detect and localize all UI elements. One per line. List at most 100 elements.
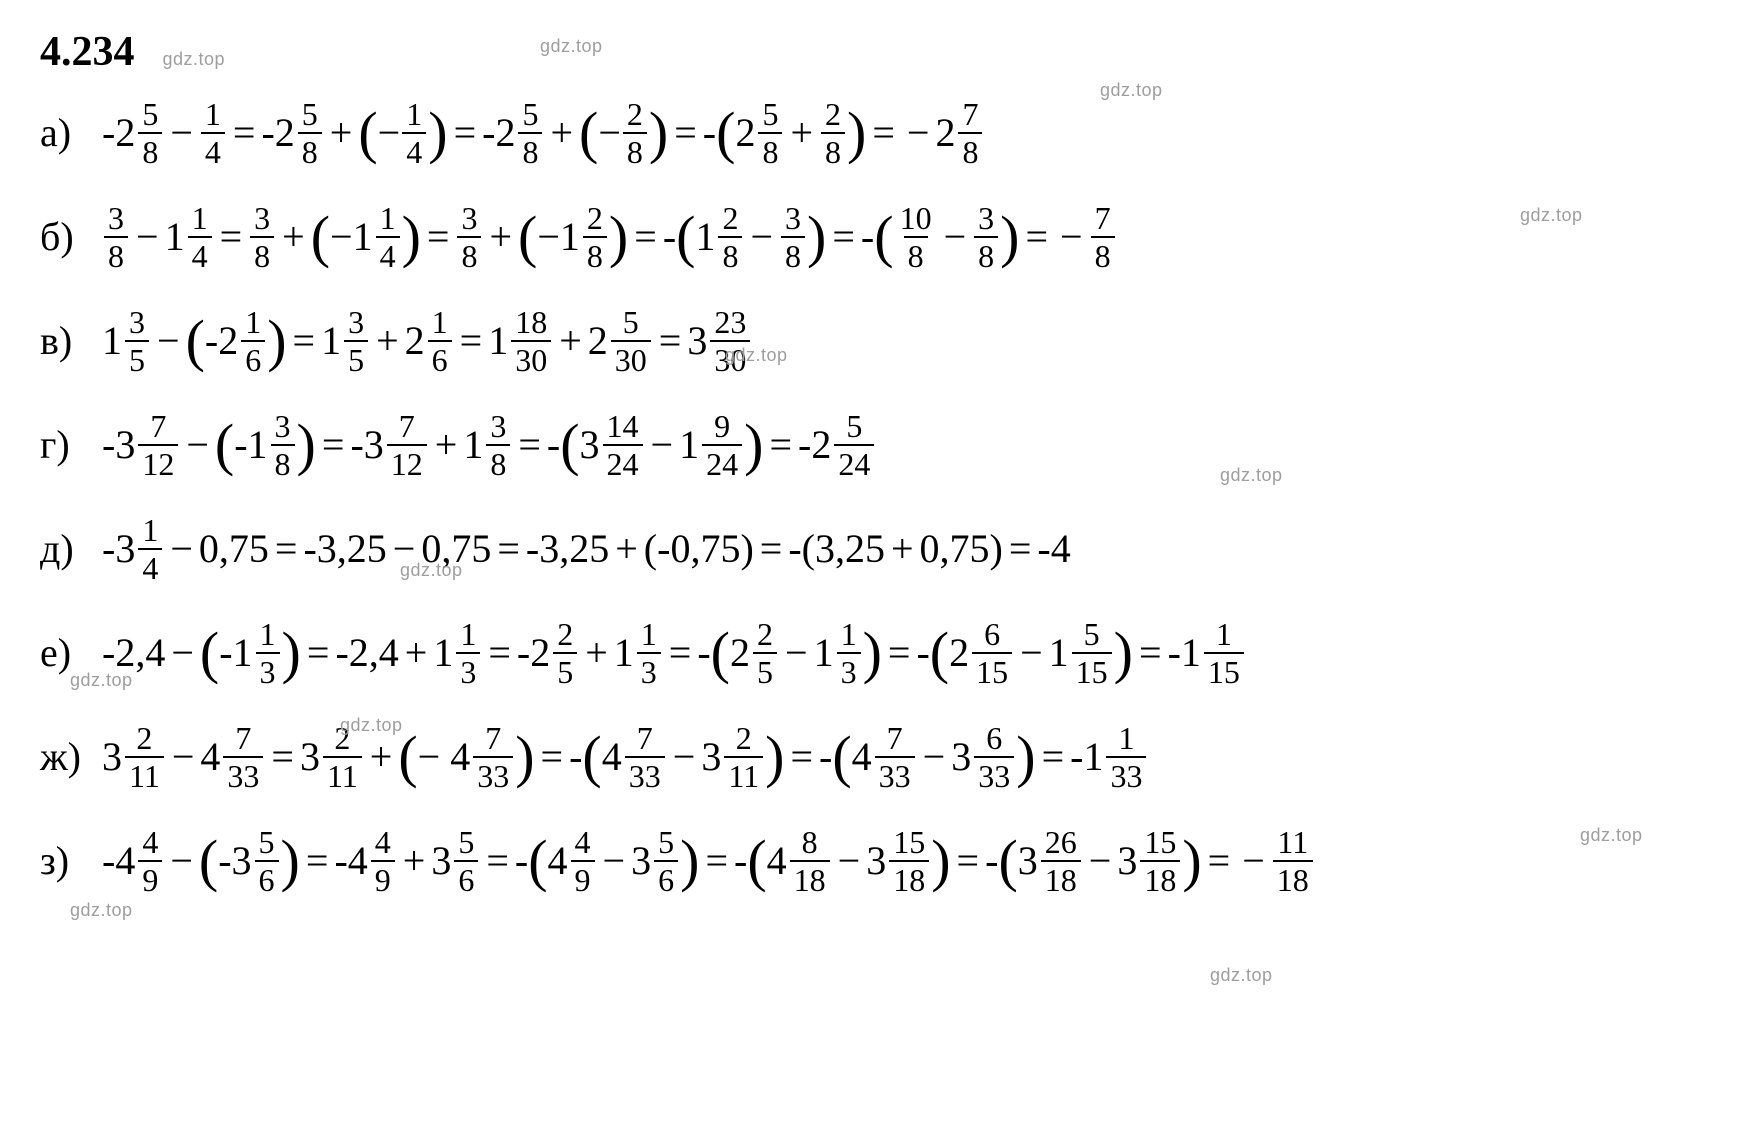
equals: = (269, 529, 304, 569)
watermark-text: gdz.top (1220, 465, 1283, 486)
sign: - (1070, 737, 1083, 777)
operator: − (166, 737, 201, 777)
operator: − (164, 113, 199, 153)
equals: = (653, 321, 688, 361)
sign: - (861, 217, 874, 257)
equation-row-g: ж) 3211 − 4733 = 3211 + − 4733 = - 4733 … (40, 720, 1714, 794)
equals: = (448, 113, 483, 153)
equals: = (628, 217, 663, 257)
mixed-number: 3211 (102, 720, 166, 794)
mixed-number: 138 (463, 408, 512, 482)
paren-group: 32618 − 31518 (998, 824, 1201, 898)
equals: = (784, 737, 819, 777)
equals: = (214, 217, 249, 257)
equals: = (535, 737, 570, 777)
operator: − (779, 633, 814, 673)
paren-group: - 138 (215, 408, 316, 482)
paren-group: 4733 − 3633 (832, 720, 1035, 794)
operator: − (832, 841, 867, 881)
mixed-number: 114 (165, 200, 214, 274)
sign: − (901, 113, 936, 153)
result: 278 (935, 96, 984, 170)
operator: − (130, 217, 165, 257)
mixed-number: 2530 (588, 304, 653, 378)
result: 32330 (687, 304, 752, 378)
mixed-number: 3712 (364, 408, 429, 482)
sign: - (261, 113, 274, 153)
operator: + (885, 529, 920, 569)
fraction: 14 (201, 96, 225, 170)
operator: + (364, 737, 399, 777)
paren-group: 4818 − 31518 (747, 824, 950, 898)
result: -4 (1037, 529, 1070, 569)
sign: − (1236, 841, 1271, 881)
equals: = (763, 425, 798, 465)
sign: - (798, 425, 811, 465)
equals: = (1019, 217, 1054, 257)
operator: + (544, 113, 579, 153)
sign: - (515, 841, 528, 881)
equation-row-f: е) -2,4 − - 113 = -2,4 + 113 = - 225 + 1… (40, 616, 1714, 690)
mixed-number: 258 (495, 96, 544, 170)
operator: + (324, 113, 359, 153)
equals: = (265, 737, 300, 777)
decimal: -3,25 (526, 529, 609, 569)
sign: - (703, 113, 716, 153)
equation-row-a: а) - 2 58 − 14 = - 258 + − 14 = - 258 + … (40, 96, 1714, 170)
operator: + (579, 633, 614, 673)
equals: = (668, 113, 703, 153)
equation-row-h: з) - 449 − - 356 = - 449 + 356 = - 449 −… (40, 824, 1714, 898)
equals: = (287, 321, 322, 361)
result: 1133 (1083, 720, 1148, 794)
equals: = (882, 633, 917, 673)
sign: - (102, 113, 115, 153)
fraction: 38 (104, 200, 128, 274)
sign: - (547, 425, 560, 465)
mixed-number: 135 (102, 304, 151, 378)
operator: − (938, 217, 973, 257)
mixed-number: 3712 (115, 408, 180, 482)
mixed-number: 258 (275, 96, 324, 170)
decimal: 0,75) (920, 529, 1003, 569)
operator: − (1083, 841, 1118, 881)
operator: + (429, 425, 464, 465)
sign: - (985, 841, 998, 881)
mixed-number: 356 (431, 824, 480, 898)
operator: + (483, 217, 518, 257)
watermark-text: gdz.top (1520, 205, 1583, 226)
sign: - (482, 113, 495, 153)
sign: - (569, 737, 582, 777)
operator: + (276, 217, 311, 257)
watermark-text: gdz.top (725, 345, 788, 366)
row-label: б) (40, 217, 86, 257)
mixed-number: 216 (405, 304, 454, 378)
operator: − (917, 737, 952, 777)
result: 1115 (1181, 616, 1246, 690)
watermark-text: gdz.top (70, 670, 133, 691)
operator: + (784, 113, 819, 153)
equals: = (300, 841, 335, 881)
operator: − (667, 737, 702, 777)
sign: - (916, 633, 929, 673)
equals: = (1036, 737, 1071, 777)
decimal: -2,4 (335, 633, 398, 673)
decimal: -3,25 (303, 529, 386, 569)
equals: = (512, 425, 547, 465)
watermark-text: gdz.top (400, 560, 463, 581)
result: 1118 (1273, 824, 1313, 898)
operator: − (151, 321, 186, 361)
operator: − (180, 425, 215, 465)
equals: = (754, 529, 789, 569)
paren-group: 258 + 28 (716, 96, 866, 170)
decimal: -(3,25 (788, 529, 885, 569)
equals: = (951, 841, 986, 881)
equals: = (663, 633, 698, 673)
equals: = (699, 841, 734, 881)
sign: - (1168, 633, 1181, 673)
result: 78 (1091, 200, 1115, 274)
operator: + (370, 321, 405, 361)
mixed-number: 314 (115, 512, 164, 586)
paren-group: 108 − 38 (874, 200, 1019, 274)
row-label: з) (40, 841, 86, 881)
watermark-text: gdz.top (1210, 965, 1273, 986)
